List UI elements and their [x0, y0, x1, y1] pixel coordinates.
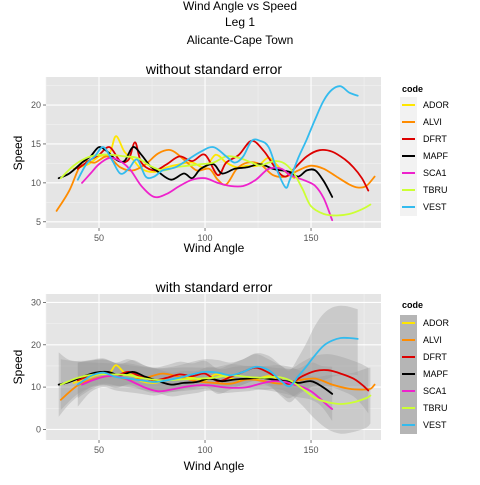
x-tick-label: 50 [94, 445, 104, 455]
chart-1-y-axis-label: Speed [11, 136, 25, 171]
series-line-mapf [57, 370, 334, 395]
legend-label-dfrt: DFRT [423, 352, 447, 362]
figure-title: Wind Angle vs Speed [183, 0, 297, 13]
y-tick-label: 20 [31, 340, 41, 350]
legend-label-ador: ADOR [423, 318, 450, 328]
chart-2-axis-ticks: 50 100 150 0 10 20 30 [31, 297, 319, 455]
y-tick-label: 15 [31, 139, 41, 149]
x-tick-label: 50 [94, 233, 104, 243]
y-tick-label: 20 [31, 100, 41, 110]
legend-label-vest: VEST [423, 202, 447, 212]
x-tick-label: 100 [198, 233, 213, 243]
legend-2: ADOR ALVI DFRT MAPF SCA1 TBRU VEST [400, 315, 450, 434]
series-line-ador [72, 135, 295, 180]
x-tick-label: 150 [304, 445, 319, 455]
series-line-tbru [59, 153, 372, 217]
legend-1: ADOR ALVI DFRT MAPF SCA1 TBRU VEST [400, 97, 450, 216]
x-tick-label: 150 [304, 233, 319, 243]
legend-label-mapf: MAPF [423, 369, 449, 379]
legend-label-sca1: SCA1 [423, 386, 447, 396]
y-tick-label: 10 [31, 178, 41, 188]
series-line-sca1 [81, 156, 334, 222]
chart-2-y-axis-label: Speed [11, 350, 25, 385]
legend-label-ador: ADOR [423, 100, 450, 110]
legend-label-dfrt: DFRT [423, 134, 447, 144]
series-line-sca1 [81, 375, 334, 410]
legend-label-tbru: TBRU [423, 403, 448, 413]
chart-1-axis-ticks: 50 100 150 5 10 15 20 [31, 100, 319, 243]
legend-label-vest: VEST [423, 420, 447, 430]
legend-label-sca1: SCA1 [423, 168, 447, 178]
legend-1-title: code [402, 84, 423, 94]
legend-label-mapf: MAPF [423, 151, 449, 161]
legend-label-alvi: ALVI [423, 335, 442, 345]
chart-1-plot-area [46, 77, 381, 228]
chart-2-series [57, 336, 376, 410]
y-tick-label: 0 [36, 424, 41, 434]
series-line-vest [76, 336, 359, 388]
chart-2-plot-area [46, 294, 381, 440]
chart-1-series [55, 85, 376, 222]
legend-label-tbru: TBRU [423, 185, 448, 195]
y-tick-label: 5 [36, 217, 41, 227]
figure-subtitle-route: Alicante-Cape Town [187, 33, 294, 47]
series-line-tbru [59, 373, 372, 405]
figure-subtitle-leg: Leg 1 [225, 15, 255, 29]
series-line-vest [76, 85, 359, 189]
legend-label-alvi: ALVI [423, 117, 442, 127]
legend-2-title: code [402, 300, 423, 310]
chart-1-title: without standard error [145, 61, 283, 77]
chart-2-grid [45, 294, 381, 440]
y-tick-label: 30 [31, 297, 41, 307]
chart-2-title: with standard error [155, 279, 273, 295]
series-line-dfrt [76, 139, 370, 192]
y-tick-label: 10 [31, 382, 41, 392]
x-tick-label: 100 [198, 445, 213, 455]
chart-2-x-axis-label: Wind Angle [184, 459, 245, 473]
chart-1-x-axis-label: Wind Angle [184, 241, 245, 255]
